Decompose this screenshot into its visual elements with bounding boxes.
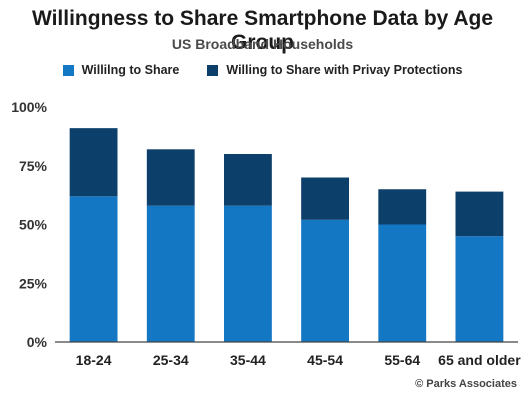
x-tick-label: 25-34 xyxy=(153,352,189,368)
legend-swatch-privacy xyxy=(207,64,219,76)
bar-privacy xyxy=(69,128,118,197)
y-tick-label: 0% xyxy=(27,334,48,350)
bar-privacy xyxy=(378,189,427,225)
y-tick-label: 50% xyxy=(19,217,48,233)
bar-willing xyxy=(69,196,118,342)
bar-privacy xyxy=(301,177,350,220)
x-tick-label: 55-64 xyxy=(384,352,420,368)
legend-item-willing: Willilng to Share xyxy=(62,63,180,77)
x-tick-label: 45-54 xyxy=(307,352,343,368)
source-credit: © Parks Associates xyxy=(415,378,517,390)
y-tick-label: 100% xyxy=(11,99,47,115)
bar-willing xyxy=(146,205,195,342)
legend-label-willing: Willilng to Share xyxy=(81,63,180,77)
bar-willing xyxy=(378,224,427,342)
bar-willing xyxy=(455,236,504,342)
legend-swatch-willing xyxy=(62,64,74,76)
bar-privacy xyxy=(146,149,195,206)
chart-subtitle: US Broadband Households xyxy=(171,36,354,52)
legend-label-privacy: Willing to Share with Privay Protections xyxy=(226,63,463,77)
x-tick-label: 35-44 xyxy=(230,352,266,368)
y-tick-label: 25% xyxy=(19,275,48,291)
bar-willing xyxy=(301,219,350,342)
legend: Willilng to Share Willing to Share with … xyxy=(0,60,525,80)
bar-privacy xyxy=(223,154,272,206)
bar-privacy xyxy=(455,191,504,237)
x-tick-label: 65 and older xyxy=(438,352,521,368)
legend-item-privacy: Willing to Share with Privay Protections xyxy=(207,63,462,77)
x-tick-label: 18-24 xyxy=(76,352,112,368)
chart-title: Willingness to Share Smartphone Data by … xyxy=(31,7,494,54)
bar-willing xyxy=(223,205,272,342)
y-tick-label: 75% xyxy=(19,158,48,174)
